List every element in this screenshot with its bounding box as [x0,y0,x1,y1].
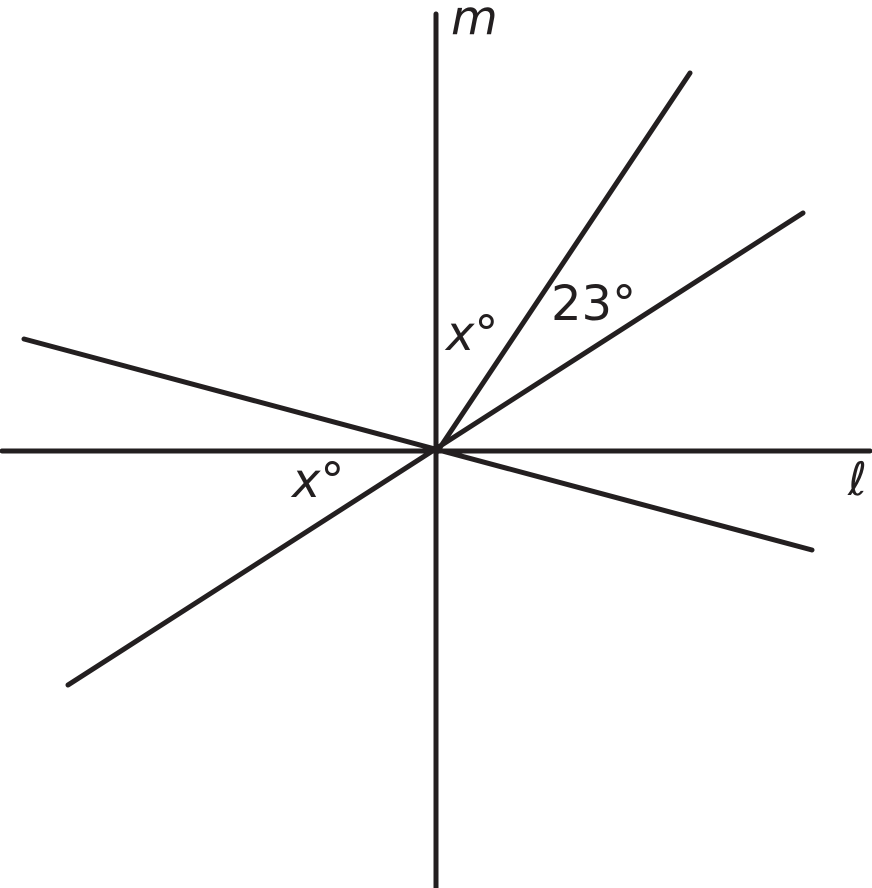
label-angle-x-lower: x° [292,453,345,509]
line-descending [21,336,815,553]
label-line-m: m [451,0,498,46]
label-angle-23: 23° [551,276,637,332]
ray-steep [434,70,693,455]
label-line-l: ℓ [848,452,868,506]
label-angle-x-upper: x° [446,306,499,362]
